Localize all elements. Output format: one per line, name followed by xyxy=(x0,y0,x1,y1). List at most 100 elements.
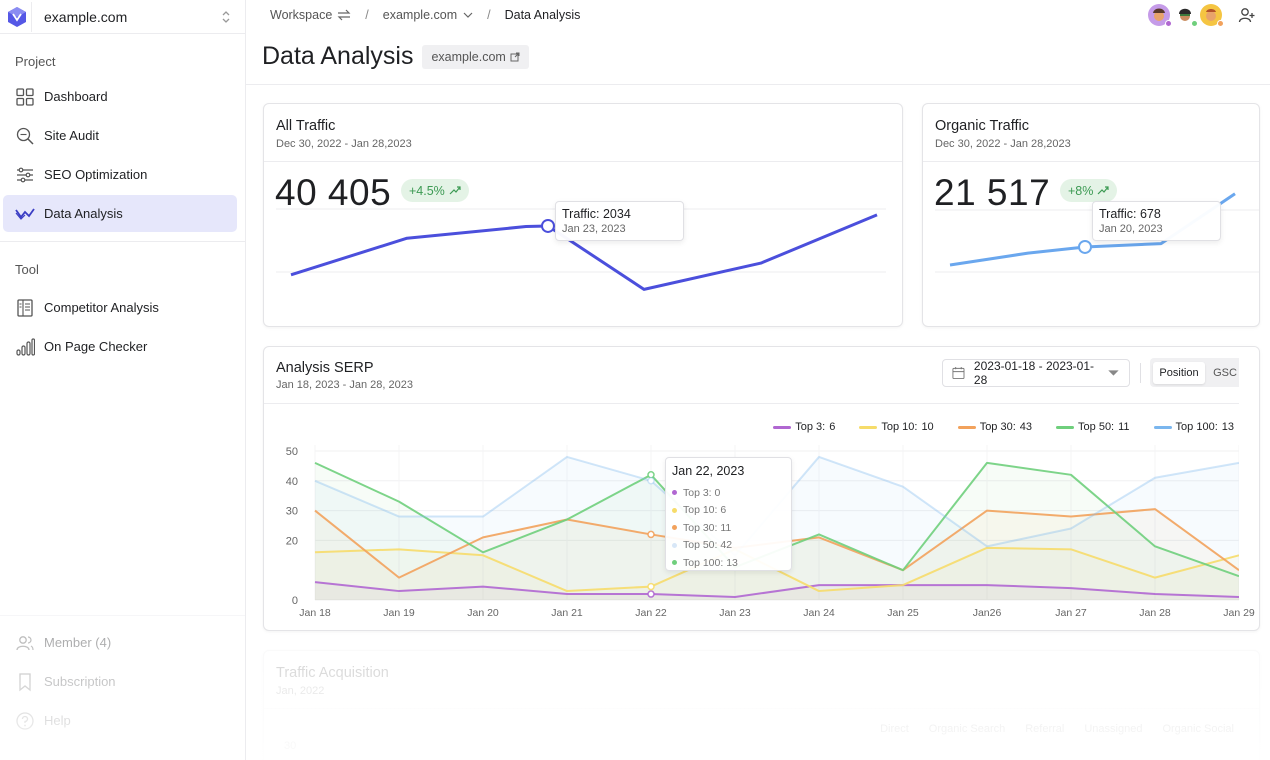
switch-arrows-icon xyxy=(337,9,351,21)
tool-section-title: Tool xyxy=(15,262,39,277)
presence-dot xyxy=(1191,20,1198,27)
nav-help[interactable]: Help xyxy=(3,702,237,739)
avatar[interactable] xyxy=(1200,4,1224,27)
legend-label[interactable]: Organic Search xyxy=(928,723,1006,735)
tooltip-dot xyxy=(672,507,677,513)
nav-label: Subscription xyxy=(44,674,116,689)
growth-badge: +8% xyxy=(1060,179,1118,202)
hover-point xyxy=(647,530,655,539)
legend-item[interactable]: Top 10: 10 xyxy=(859,421,934,433)
tooltip-dot xyxy=(672,490,677,496)
bookmark-icon xyxy=(19,672,31,691)
site-switcher[interactable]: example.com xyxy=(0,0,245,34)
presence-dot xyxy=(1217,20,1224,27)
legend-label[interactable]: Direct xyxy=(880,723,909,735)
legend-label[interactable]: Unassigned xyxy=(1084,723,1143,735)
serp-legend: Top 3: 6 Top 10: 10 Top 30: 43 Top 50: 11 To… xyxy=(773,421,1234,433)
breadcrumb-current: Data Analysis xyxy=(504,8,581,22)
chart-line-icon xyxy=(15,207,35,220)
legend-item[interactable]: Top 100: 13 xyxy=(1153,421,1234,433)
y-tick-label: 40 xyxy=(286,476,298,488)
series-area xyxy=(315,547,1239,600)
site-chip[interactable]: example.com xyxy=(422,44,529,69)
organic-traffic-chart[interactable] xyxy=(923,174,1260,327)
tooltip-row-text: Top 30: 11 xyxy=(683,521,732,534)
date-range-picker[interactable]: 2023-01-18 - 2023-01-28 xyxy=(942,359,1130,387)
serp-chart[interactable]: 0 20 30 40 50 Jan 18 Jan 19 Jan 20 Jan 21 Jan 22 J… xyxy=(264,347,1260,631)
x-tick-label: Jan 25 xyxy=(887,607,919,619)
position-gsc-toggle[interactable]: Position GSC xyxy=(1150,358,1249,387)
users-icon xyxy=(16,635,34,650)
nav-site-audit[interactable]: Site Audit xyxy=(3,117,237,154)
hover-point xyxy=(647,590,655,598)
legend-label: Top 3: xyxy=(795,421,826,433)
tooltip-dot xyxy=(672,525,677,531)
tooltip-row: Top 100: 13 xyxy=(672,554,785,572)
nav-label: SEO Optimization xyxy=(44,167,148,182)
legend-label: Top 50: xyxy=(1078,421,1115,433)
legend-count: 11 xyxy=(1118,421,1130,433)
legend-swatch xyxy=(1056,425,1075,429)
nav-label: Help xyxy=(44,713,71,728)
avatar[interactable] xyxy=(1174,4,1198,27)
tooltip-row: Top 50: 42 xyxy=(672,537,785,555)
nav-subscription[interactable]: Subscription xyxy=(3,663,237,700)
toggle-position[interactable]: Position xyxy=(1153,361,1205,384)
card-date-range: Jan 18, 2023 - Jan 28, 2023 xyxy=(276,379,413,391)
growth-badge: +4.5% xyxy=(401,179,469,202)
nav-competitor-analysis[interactable]: Competitor Analysis xyxy=(3,289,237,326)
breadcrumb-site-label: example.com xyxy=(382,8,458,22)
card-date-range: Dec 30, 2022 - Jan 28,2023 xyxy=(935,138,1071,150)
x-tick-label: Jan 21 xyxy=(551,607,583,619)
nav-label: Dashboard xyxy=(44,89,108,104)
toolbar-divider xyxy=(1140,363,1141,383)
hover-point xyxy=(647,471,655,479)
serp-card: Analysis SERP Jan 18, 2023 - Jan 28, 202… xyxy=(263,346,1260,631)
nav-seo-optimization[interactable]: SEO Optimization xyxy=(3,156,237,193)
toggle-gsc[interactable]: GSC xyxy=(1213,366,1237,379)
nav-dashboard[interactable]: Dashboard xyxy=(3,78,237,115)
legend-item[interactable]: Top 50: 11 xyxy=(1056,421,1130,433)
avatar-group[interactable] xyxy=(1148,4,1224,27)
tooltip-row-text: Top 100: 13 xyxy=(683,556,738,569)
breadcrumb-workspace[interactable]: Workspace xyxy=(270,8,351,22)
card-divider xyxy=(264,708,1259,709)
tooltip-title: Jan 22, 2023 xyxy=(672,464,745,478)
nav-label: Site Audit xyxy=(44,128,99,143)
add-user-icon[interactable] xyxy=(1238,6,1256,24)
legend-count: 6 xyxy=(829,421,836,433)
caret-down-icon xyxy=(1108,370,1119,376)
nav-data-analysis[interactable]: Data Analysis xyxy=(3,195,237,232)
avatar-face-icon xyxy=(1153,8,1165,21)
header-divider xyxy=(246,84,1270,85)
legend-item[interactable]: Top 3: 6 xyxy=(773,421,835,433)
page-header: Data Analysis example.com xyxy=(262,42,529,71)
x-tick-label: Jan 23 xyxy=(719,607,751,619)
hover-point xyxy=(647,582,655,591)
tooltip-row-text: Top 10: 6 xyxy=(683,504,727,517)
breadcrumb-site[interactable]: example.com xyxy=(383,8,473,22)
project-section-title: Project xyxy=(15,54,56,69)
legend-count: 10 xyxy=(921,421,934,433)
legend-swatch xyxy=(1153,425,1172,429)
legend-swatch xyxy=(957,425,976,429)
nav-on-page-checker[interactable]: On Page Checker xyxy=(3,328,237,365)
avatar[interactable] xyxy=(1148,4,1172,27)
x-tick-label: Jan26 xyxy=(973,607,1002,619)
card-divider xyxy=(264,403,1259,404)
card-divider xyxy=(923,161,1259,162)
tooltip-dot xyxy=(672,542,677,548)
legend-label[interactable]: Organic Social xyxy=(1162,723,1234,735)
series-line xyxy=(314,581,1240,599)
y-tick-label: 20 xyxy=(286,535,298,547)
legend-label[interactable]: Referral xyxy=(1025,723,1065,735)
nav-label: On Page Checker xyxy=(44,339,148,354)
app-logo-icon xyxy=(2,1,32,32)
tooltip-dot xyxy=(672,560,677,566)
x-tick-label: Jan 29 xyxy=(1223,607,1255,619)
nav-label: Competitor Analysis xyxy=(44,300,159,315)
nav-member[interactable]: Member (4) xyxy=(3,624,237,661)
chevron-down-icon xyxy=(463,12,473,18)
tooltip-row: Top 30: 11 xyxy=(672,519,785,537)
legend-item[interactable]: Top 30: 43 xyxy=(957,421,1032,433)
